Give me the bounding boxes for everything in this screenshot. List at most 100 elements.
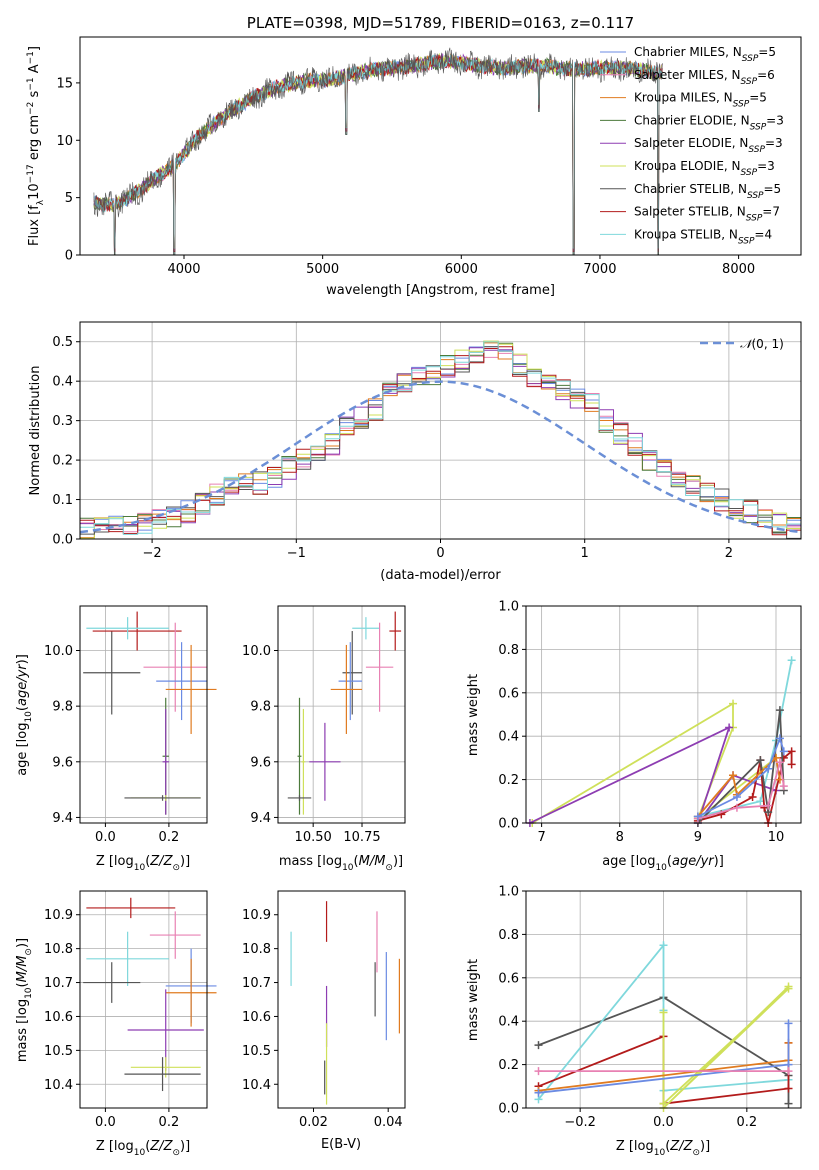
massZ-xtick-label: 0.2 [159, 1115, 180, 1130]
wAge-marker [732, 803, 741, 812]
hist-xtick-label: −2 [143, 546, 162, 561]
wAge-marker [779, 782, 788, 791]
wZ-ytick-label: 0.2 [498, 1058, 519, 1073]
ageZ-ylabel: age [log10(age/yr)] [15, 654, 34, 776]
legend-label-3: Kroupa MILES, NSSP=5 [634, 91, 767, 110]
wZ-ytick-label: 1.0 [498, 885, 519, 900]
ageZ-ytick-label: 9.6 [52, 755, 73, 770]
spectrum-series-5 [93, 53, 663, 252]
spectrum-series-6 [93, 52, 663, 249]
wAge-ytick-label: 0.4 [498, 730, 519, 745]
hist-ytick-label: 0.0 [52, 533, 73, 548]
massEBV-ytick-label: 10.9 [242, 908, 271, 923]
wZ-xtick-label: 0.2 [736, 1115, 757, 1130]
legend-label-2: Salpeter MILES, NSSP=6 [634, 68, 775, 87]
wZ-marker [534, 1067, 543, 1076]
wAge-marker [787, 760, 796, 769]
spectrum-xtick-label: 4000 [167, 262, 200, 277]
wZ-marker [784, 982, 793, 991]
legend-label-9: Kroupa STELIB, NSSP=4 [634, 227, 772, 246]
wAge-ylabel: mass weight [466, 674, 481, 756]
wAge-ytick-label: 0.2 [498, 773, 519, 788]
wAge-marker [779, 747, 788, 756]
hist-legend-label: 𝒩(0, 1) [740, 337, 784, 351]
spectrum-ytick-label: 5 [65, 191, 73, 206]
spectrum-frame [79, 36, 802, 256]
massEBV-ytick-label: 10.5 [242, 1044, 271, 1059]
spectrum-ytick-label: 0 [65, 249, 73, 264]
ageM-ytick-label: 10.0 [242, 644, 271, 659]
spectrum-lines [93, 47, 663, 255]
hist-series-8 [79, 346, 801, 539]
ageZ-xlabel: Z [log10(Z/Z⊙)] [96, 854, 190, 873]
ageM-ytick-label: 9.8 [250, 700, 271, 715]
massZ-xtick-label: 0.0 [95, 1115, 116, 1130]
legend-label-4: Chabrier ELODIE, NSSP=3 [634, 113, 784, 132]
massEBV-xlabel: E(B-V) [321, 1137, 361, 1152]
wAge-xtick-label: 7 [537, 830, 545, 845]
hist-xtick-label: 1 [581, 546, 589, 561]
wAge-xlabel: age [log10(age/yr)] [602, 854, 724, 873]
wZ-series-4 [662, 985, 790, 1109]
chart-title: PLATE=0398, MJD=51789, FIBERID=0163, z=0… [247, 14, 634, 32]
wAge-ytick-label: 0.8 [498, 643, 519, 658]
massEBV-ytick-label: 10.7 [242, 976, 271, 991]
wZ-marker [784, 1019, 793, 1028]
wAge-ytick-label: 0.0 [498, 817, 519, 832]
hist-ytick-label: 0.5 [52, 335, 73, 350]
wZ-frame [525, 890, 802, 1109]
wZ-ytick-label: 0.0 [498, 1102, 519, 1117]
wAge-xtick-label: 9 [694, 830, 702, 845]
wZ-ytick-label: 0.4 [498, 1015, 519, 1030]
legend-label-1: Chabrier MILES, NSSP=5 [634, 45, 776, 64]
wAge-marker [764, 801, 773, 810]
legend-label-6: Kroupa ELODIE, NSSP=3 [634, 159, 775, 178]
wAge-marker [787, 656, 796, 665]
spectrum-series-3 [93, 52, 663, 249]
ageM-xtick-label: 10.75 [343, 830, 380, 845]
wAge-marker [764, 764, 773, 773]
ageZ-xtick-label: 0.0 [95, 830, 116, 845]
ageM-ytick-label: 9.4 [250, 811, 271, 826]
spectrum-ytick-label: 15 [56, 76, 73, 91]
hist-ytick-label: 0.1 [52, 493, 73, 508]
hist-ytick-label: 0.4 [52, 375, 73, 390]
massZ-xlabel: Z [log10(Z/Z⊙)] [96, 1139, 190, 1158]
massEBV-xtick-label: 0.04 [374, 1115, 403, 1130]
hist-xtick-label: 2 [725, 546, 733, 561]
normal-curve [79, 380, 802, 534]
spectrum-series-2 [93, 54, 663, 252]
hist-ytick-label: 0.3 [52, 414, 73, 429]
wZ-ytick-label: 0.6 [498, 971, 519, 986]
wZ-ytick-label: 0.8 [498, 928, 519, 943]
massZ-ytick-label: 10.6 [44, 1010, 73, 1025]
ageM-frame [277, 605, 406, 824]
wAge-marker [693, 812, 702, 821]
hist-xtick-label: 0 [436, 546, 444, 561]
legend-label-5: Salpeter ELODIE, NSSP=3 [634, 136, 783, 155]
wAge-ytick-label: 0.6 [498, 686, 519, 701]
wZ-ylabel: mass weight [466, 959, 481, 1041]
hist-frame [79, 321, 802, 540]
hist-series-9 [79, 341, 801, 539]
ageM-ytick-label: 9.6 [250, 755, 271, 770]
massEBV-xtick-label: 0.02 [299, 1115, 328, 1130]
wAge-marker [775, 734, 784, 743]
massZ-ytick-label: 10.9 [44, 908, 73, 923]
spectrum-xtick-label: 8000 [722, 262, 755, 277]
wZ-xlabel: Z [log10(Z/Z⊙)] [616, 1139, 710, 1158]
massZ-ytick-label: 10.5 [44, 1044, 73, 1059]
ageZ-ytick-label: 10.0 [44, 644, 73, 659]
legend-label-8: Salpeter STELIB, NSSP=7 [634, 205, 780, 224]
massZ-ytick-label: 10.4 [44, 1078, 73, 1093]
wAge-xtick-label: 8 [616, 830, 624, 845]
massEBV-ytick-label: 10.6 [242, 1010, 271, 1025]
wAge-marker [775, 758, 784, 767]
wAge-ytick-label: 1.0 [498, 600, 519, 615]
wAge-marker [732, 792, 741, 801]
hist-xtick-label: −1 [287, 546, 306, 561]
ageZ-ytick-label: 9.8 [52, 700, 73, 715]
wAge-marker [729, 699, 738, 708]
legend-label-7: Chabrier STELIB, NSSP=5 [634, 182, 781, 201]
